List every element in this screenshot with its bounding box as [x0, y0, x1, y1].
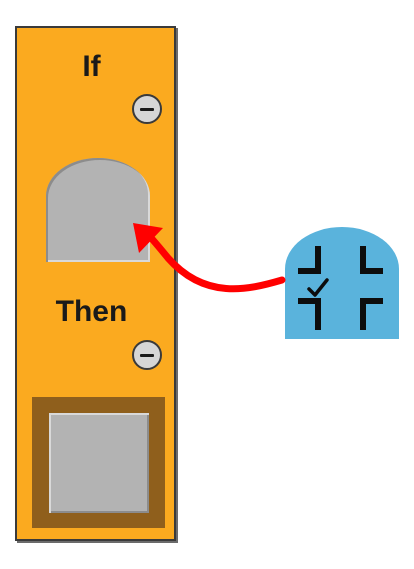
- intersection-sensor-icon: [298, 246, 383, 330]
- if-then-rule-block[interactable]: If Then: [15, 26, 176, 541]
- if-condition-slot[interactable]: [46, 158, 150, 262]
- then-label: Then: [55, 295, 128, 328]
- then-action-frame: [32, 397, 165, 528]
- intersection-sensor-piece[interactable]: [285, 227, 399, 339]
- then-remove-button[interactable]: [132, 340, 162, 370]
- if-label: If: [82, 50, 101, 83]
- then-action-slot[interactable]: [49, 413, 149, 513]
- if-remove-button[interactable]: [132, 94, 162, 124]
